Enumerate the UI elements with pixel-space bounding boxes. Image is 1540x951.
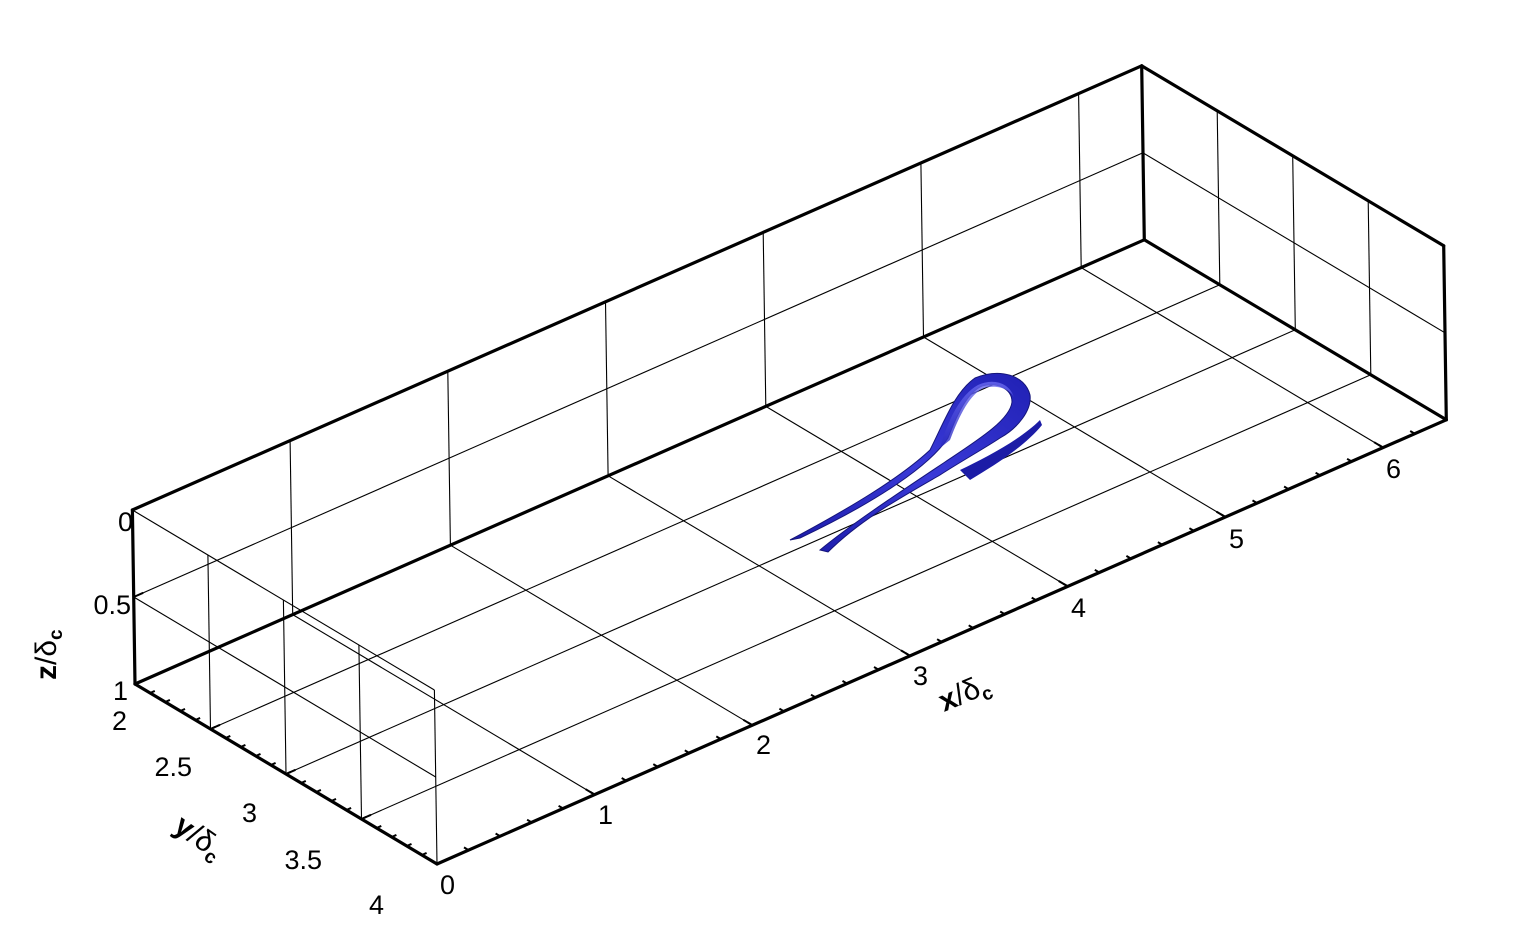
z-tick-0 — [131, 504, 143, 511]
back-top-edge — [130, 64, 1144, 512]
y-tick-label-4: 4 — [369, 890, 384, 920]
x-tick-label-4: 4 — [1071, 593, 1086, 623]
x-tick-label-5: 5 — [1229, 524, 1244, 554]
axis-ticks — [131, 416, 1447, 865]
x-minor-tick — [621, 777, 627, 782]
grid-lines — [131, 65, 1447, 865]
x-minor-tick — [589, 791, 596, 796]
z-tick-label-1: 1 — [113, 676, 128, 706]
tick-labels: 0 1 2 3 4 5 6 2 2.5 3 3.5 4 0 0.5 1 — [93, 454, 1401, 920]
x-tick-label-6: 6 — [1386, 454, 1401, 484]
right-front-edge — [1442, 244, 1448, 422]
x-minor-tick — [936, 638, 943, 643]
x-minor-tick — [1346, 457, 1353, 463]
x-minor-tick — [1441, 416, 1447, 421]
back-floor-edge — [133, 238, 1146, 686]
y-minor-tick — [164, 698, 171, 703]
x-minor-tick — [652, 763, 659, 768]
x-minor-tick — [999, 610, 1006, 616]
x-minor-tick — [1251, 499, 1258, 504]
axis-lines — [130, 64, 1448, 866]
left-grid-z-0.5 — [133, 596, 436, 778]
z-tick-label-0: 0 — [118, 507, 133, 537]
x-minor-tick — [1062, 582, 1069, 588]
x-axis-line — [435, 418, 1448, 866]
y-minor-tick — [391, 833, 397, 838]
floor-grid-y-2.5 — [210, 284, 1221, 730]
y-minor-tick — [149, 689, 156, 694]
x-minor-tick — [431, 860, 438, 865]
z-tick-0.5 — [133, 591, 144, 598]
z-tick-label-0.5: 0.5 — [93, 590, 131, 620]
y-minor-tick — [179, 707, 186, 712]
x-minor-tick — [1125, 555, 1132, 560]
x-minor-tick — [1094, 568, 1100, 574]
x-minor-tick — [873, 666, 880, 671]
floor-grid-y-3 — [285, 329, 1296, 775]
x-minor-tick — [1283, 485, 1290, 491]
z-axis-title: z/δc — [30, 629, 67, 680]
y-minor-tick — [406, 842, 412, 847]
x-minor-tick — [1315, 471, 1321, 477]
right-floor-edge — [1142, 238, 1448, 422]
y-tick-label-3: 3 — [242, 798, 257, 828]
x-minor-tick — [526, 818, 533, 824]
left-grid-z-0 — [132, 509, 435, 691]
x-tick-label-3: 3 — [913, 661, 928, 691]
x-axis-title: x/δc — [934, 667, 997, 722]
x-minor-tick — [495, 832, 501, 838]
z-axis-unit: δ — [30, 640, 63, 657]
x-tick-label-1: 1 — [598, 800, 613, 830]
y-minor-tick — [376, 824, 382, 829]
y-minor-tick — [330, 797, 337, 802]
y-minor-tick — [194, 716, 201, 721]
x-minor-tick — [1378, 444, 1384, 449]
x-minor-tick — [715, 735, 722, 740]
y-minor-tick — [345, 806, 352, 811]
x-minor-tick — [1031, 596, 1037, 602]
y-axis-title: y/δc — [166, 809, 230, 870]
back-grid-z-0.5 — [133, 152, 1144, 598]
x-minor-tick — [841, 680, 848, 685]
y-minor-tick — [255, 752, 261, 757]
y-tick-label-2.5: 2.5 — [154, 752, 192, 782]
y-minor-tick — [361, 815, 367, 820]
x-minor-tick — [1157, 541, 1163, 546]
y-minor-tick — [285, 770, 292, 775]
x-minor-tick — [810, 693, 817, 699]
y-minor-tick — [436, 860, 443, 865]
x-minor-tick — [1220, 513, 1227, 518]
y-minor-tick — [225, 734, 231, 739]
back-right-edge — [1140, 64, 1146, 242]
x-minor-tick — [778, 707, 785, 713]
vortex-isosurface — [789, 373, 1042, 553]
z-axis-unit-sub: c — [46, 629, 67, 640]
z-axis-var: z — [30, 665, 63, 680]
y-minor-tick — [421, 851, 428, 856]
y-minor-tick — [300, 779, 307, 784]
y-minor-tick — [134, 680, 141, 685]
x-tick-label-0: 0 — [440, 870, 455, 900]
x-minor-tick — [684, 749, 690, 754]
y-minor-tick — [270, 761, 277, 766]
x-tick-label-2: 2 — [756, 730, 771, 760]
right-top-edge — [1140, 64, 1446, 248]
x-minor-tick — [558, 804, 564, 810]
x-minor-tick — [463, 846, 470, 851]
y-minor-tick — [315, 788, 322, 793]
x-minor-tick — [905, 652, 911, 657]
x-minor-tick — [1188, 527, 1195, 532]
y-tick-label-2: 2 — [112, 706, 127, 736]
y-tick-label-3.5: 3.5 — [284, 845, 322, 875]
x-minor-tick — [747, 721, 753, 727]
y-minor-tick — [240, 743, 246, 748]
right-grid-z-0.5 — [1142, 152, 1446, 334]
floor-grid-y-3.5 — [361, 374, 1372, 820]
y-minor-tick — [210, 725, 216, 730]
x-minor-tick — [968, 624, 974, 629]
x-minor-tick — [1409, 430, 1416, 435]
